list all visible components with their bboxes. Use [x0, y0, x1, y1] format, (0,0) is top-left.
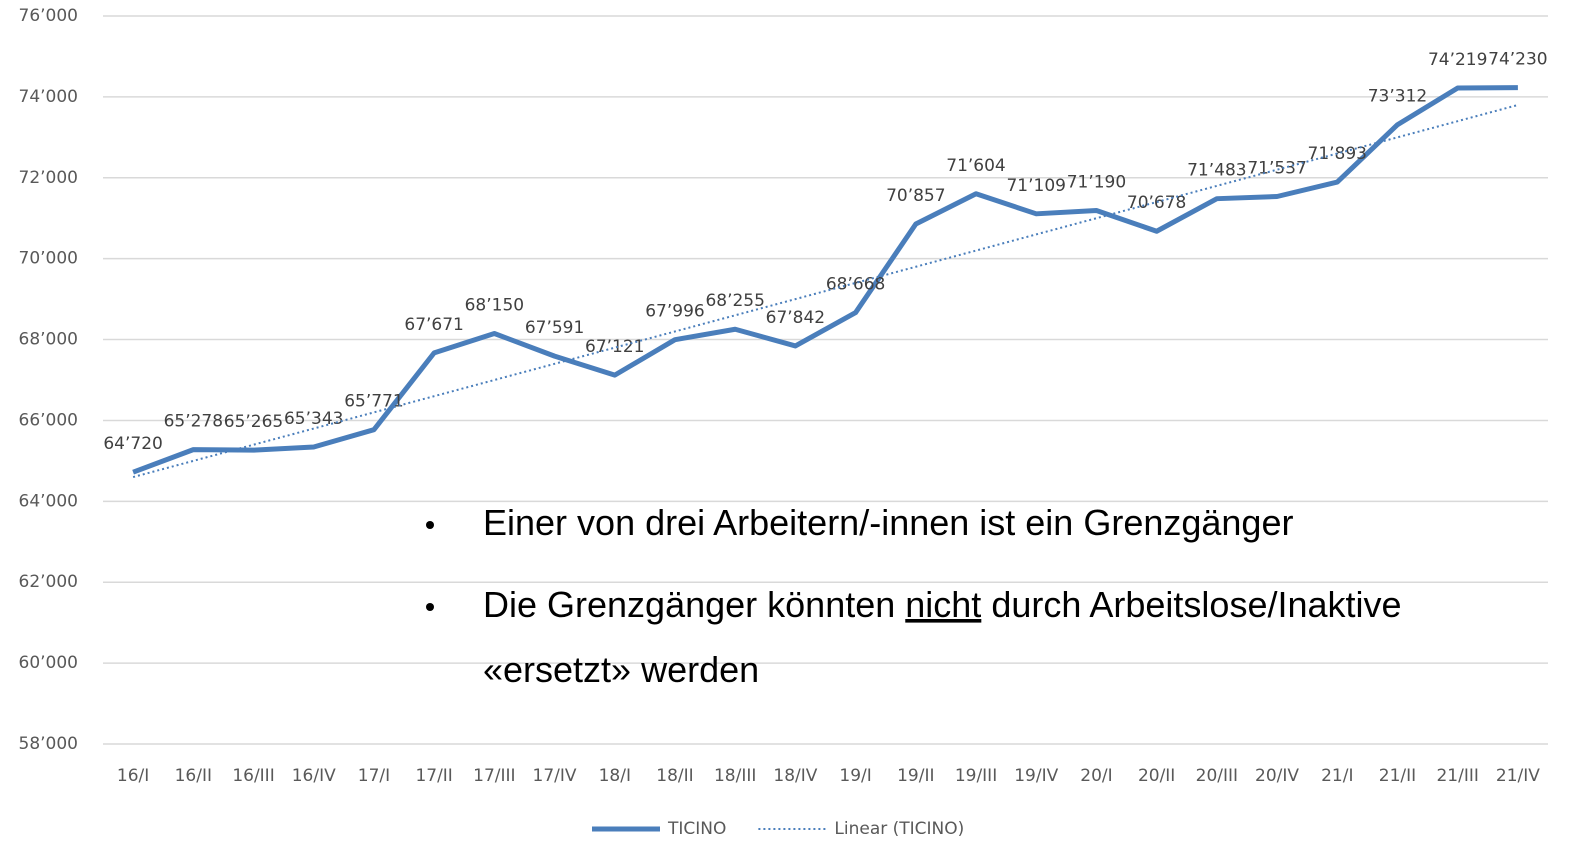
data-label: 68’255 [705, 291, 764, 311]
y-tick-label: 74’000 [19, 87, 78, 107]
x-tick-label: 17/III [473, 766, 515, 786]
annotation-part: «ersetzt» werden [483, 649, 759, 690]
bullet [426, 521, 434, 529]
annotation-part: Die Grenzgänger könnten [483, 584, 905, 625]
x-tick-label: 20/II [1138, 766, 1175, 786]
data-label: 65’278 [164, 412, 223, 432]
data-label: 71’190 [1067, 173, 1126, 193]
y-tick-label: 68’000 [19, 330, 78, 350]
data-label: 67’591 [525, 318, 584, 338]
annotation: Einer von drei Arbeitern/-innen ist ein … [483, 502, 1293, 543]
x-tick-label: 17/II [415, 766, 452, 786]
data-label: 71’483 [1187, 161, 1246, 181]
x-tick-label: 20/IV [1255, 766, 1299, 786]
data-label: 70’857 [886, 186, 945, 206]
y-tick-label: 66’000 [19, 410, 78, 430]
data-label: 67’842 [766, 308, 825, 328]
data-label: 65’771 [344, 392, 403, 412]
data-label: 65’265 [224, 412, 283, 432]
y-tick-label: 64’000 [19, 491, 78, 511]
data-label: 67’671 [404, 315, 463, 335]
x-tick-label: 18/II [656, 766, 693, 786]
data-label: 64’720 [103, 434, 162, 454]
y-tick-label: 70’000 [19, 249, 78, 269]
y-tick-label: 62’000 [19, 572, 78, 592]
data-label: 71’109 [1006, 176, 1065, 196]
trend-line [132, 104, 1519, 479]
data-label: 71’537 [1247, 159, 1306, 179]
data-label: 73’312 [1368, 87, 1427, 107]
data-label: 65’343 [284, 409, 343, 429]
x-tick-label: 21/IV [1496, 766, 1540, 786]
x-tick-label: 16/III [232, 766, 274, 786]
annotation: Die Grenzgänger könnten nicht durch Arbe… [483, 584, 1402, 625]
x-tick-label: 19/I [839, 766, 871, 786]
annotation-part: durch Arbeitslose/Inaktive [981, 584, 1401, 625]
x-tick-label: 20/I [1080, 766, 1112, 786]
x-tick-label: 17/IV [533, 766, 577, 786]
x-tick-label: 18/IV [773, 766, 817, 786]
legend-label: TICINO [667, 819, 726, 839]
legend-label: Linear (TICINO) [834, 819, 964, 839]
data-label: 67’996 [645, 302, 704, 322]
x-tick-label: 16/II [175, 766, 212, 786]
y-tick-label: 60’000 [19, 653, 78, 673]
data-label: 68’150 [465, 295, 524, 315]
x-tick-label: 19/II [897, 766, 934, 786]
x-tick-label: 20/III [1196, 766, 1238, 786]
x-tick-label: 16/I [117, 766, 149, 786]
data-line [132, 85, 1518, 475]
annotation-part: nicht [905, 584, 981, 625]
data-label: 67’121 [585, 337, 644, 357]
x-tick-label: 16/IV [292, 766, 336, 786]
y-tick-label: 72’000 [19, 168, 78, 188]
data-label: 68’668 [826, 275, 885, 295]
x-tick-label: 21/I [1321, 766, 1353, 786]
annotation-part: Einer von drei Arbeitern/-innen ist ein … [483, 502, 1293, 543]
x-tick-label: 18/I [599, 766, 631, 786]
x-tick-label: 21/II [1379, 766, 1416, 786]
data-label: 71’604 [946, 156, 1005, 176]
annotation: «ersetzt» werden [483, 649, 759, 690]
x-tick-label: 21/III [1436, 766, 1478, 786]
x-tick-label: 19/IV [1014, 766, 1058, 786]
y-tick-label: 58’000 [19, 734, 78, 754]
y-tick-label: 76’000 [19, 6, 78, 26]
x-tick-label: 18/III [714, 766, 756, 786]
bullet [426, 603, 434, 611]
data-label: 74’230 [1488, 50, 1547, 70]
x-tick-label: 19/III [955, 766, 997, 786]
data-label: 74’219 [1428, 50, 1487, 70]
x-tick-label: 17/I [358, 766, 390, 786]
